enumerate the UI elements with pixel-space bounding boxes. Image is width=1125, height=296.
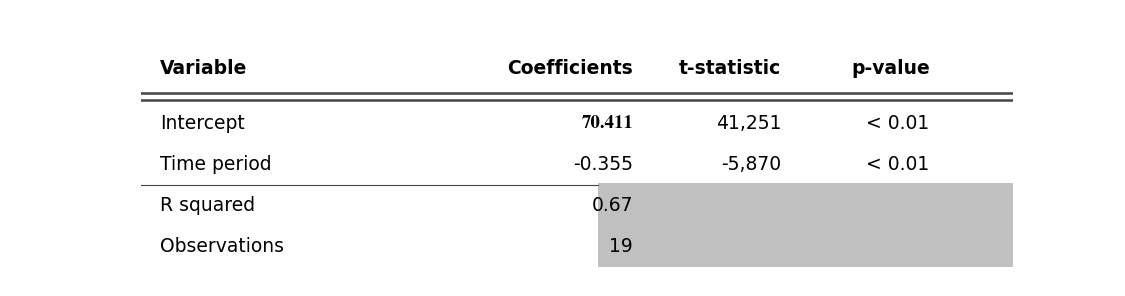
Bar — [598, 183, 1012, 225]
Text: Coefficients: Coefficients — [507, 59, 633, 78]
Bar — [598, 225, 1012, 267]
Text: -5,870: -5,870 — [721, 155, 782, 174]
Text: 19: 19 — [610, 237, 633, 256]
Text: Observations: Observations — [160, 237, 284, 256]
Text: -0.355: -0.355 — [574, 155, 633, 174]
Text: 70.411: 70.411 — [582, 115, 633, 132]
Text: Time period: Time period — [160, 155, 271, 174]
Text: p-value: p-value — [850, 59, 929, 78]
Text: < 0.01: < 0.01 — [866, 114, 929, 133]
Text: Variable: Variable — [160, 59, 248, 78]
Text: R squared: R squared — [160, 196, 255, 215]
Text: Intercept: Intercept — [160, 114, 244, 133]
Text: 41,251: 41,251 — [716, 114, 782, 133]
Text: 0.67: 0.67 — [592, 196, 633, 215]
Text: t-statistic: t-statistic — [680, 59, 782, 78]
Text: < 0.01: < 0.01 — [866, 155, 929, 174]
